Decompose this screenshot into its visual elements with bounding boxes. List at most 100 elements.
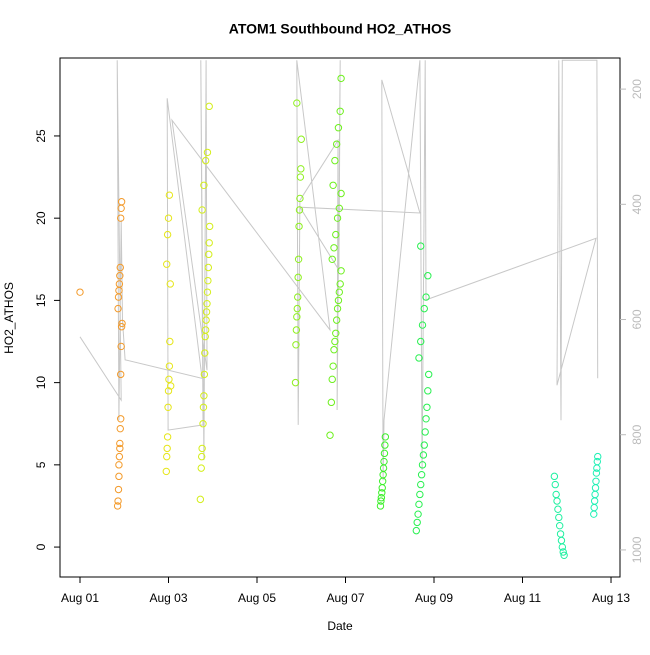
data-point xyxy=(590,497,599,505)
plot-frame xyxy=(59,57,621,578)
data-point xyxy=(291,378,300,387)
data-point xyxy=(337,74,345,83)
data-point xyxy=(421,428,429,436)
data-point xyxy=(591,484,600,492)
data-point xyxy=(76,288,84,296)
data-point xyxy=(554,505,562,513)
data-point xyxy=(205,102,213,111)
data-point xyxy=(204,276,212,285)
data-point xyxy=(329,362,337,370)
profile-line xyxy=(79,59,599,481)
data-point xyxy=(205,222,214,231)
data-point xyxy=(117,214,125,222)
data-point xyxy=(116,439,124,448)
data-point xyxy=(204,263,213,272)
data-point xyxy=(116,263,124,272)
data-point xyxy=(199,403,208,411)
data-point xyxy=(203,288,212,296)
data-point xyxy=(293,304,301,313)
y-tick-label: 0 xyxy=(34,543,48,550)
data-point xyxy=(326,431,334,439)
data-point xyxy=(591,490,599,499)
data-point xyxy=(163,260,171,268)
x-tick-label: Aug 05 xyxy=(238,591,276,605)
y-tick-label: 25 xyxy=(34,129,48,143)
data-point xyxy=(590,503,598,512)
data-point xyxy=(425,370,433,379)
data-point xyxy=(337,189,345,198)
data-point xyxy=(200,370,209,379)
data-point xyxy=(297,165,305,173)
data-point xyxy=(117,370,125,379)
data-point xyxy=(164,214,173,222)
y2-tick-label: 600 xyxy=(630,309,644,329)
data-point xyxy=(550,472,559,481)
data-point xyxy=(593,457,601,466)
data-point xyxy=(294,293,302,301)
data-point xyxy=(330,244,338,252)
data-point xyxy=(336,107,344,115)
x-tick-label: Aug 03 xyxy=(149,591,187,605)
data-point xyxy=(116,424,124,433)
data-point xyxy=(117,323,126,331)
data-point xyxy=(332,140,341,148)
y2-tick-label: 200 xyxy=(630,79,644,99)
data-point xyxy=(327,398,336,407)
data-point xyxy=(295,222,303,231)
data-point xyxy=(116,272,124,280)
data-point xyxy=(200,181,208,189)
data-point xyxy=(412,526,421,535)
data-point xyxy=(198,444,206,453)
data-point xyxy=(557,536,566,545)
data-point xyxy=(197,464,205,472)
y-tick-label: 20 xyxy=(34,211,48,225)
data-point xyxy=(331,337,339,346)
data-point xyxy=(378,489,386,497)
data-point xyxy=(328,375,336,384)
data-point xyxy=(420,304,428,313)
data-point xyxy=(335,204,344,213)
data-point xyxy=(555,521,564,530)
data-point xyxy=(381,433,390,441)
data-point xyxy=(164,403,172,411)
y2-tick-label: 800 xyxy=(630,424,644,444)
data-point xyxy=(166,280,174,288)
data-point xyxy=(553,497,561,505)
data-point xyxy=(424,272,432,280)
data-point xyxy=(592,477,600,485)
data-point xyxy=(202,316,210,324)
data-point xyxy=(337,267,345,275)
data-point xyxy=(200,392,208,400)
data-point xyxy=(414,510,422,518)
data-point xyxy=(296,194,304,203)
data-point xyxy=(116,444,124,453)
data-point xyxy=(590,510,598,518)
data-point xyxy=(415,354,423,362)
data-point xyxy=(199,420,207,428)
data-point xyxy=(592,469,601,477)
data-point xyxy=(422,415,430,423)
data-point xyxy=(376,502,385,510)
data-point xyxy=(115,286,123,295)
data-point xyxy=(294,255,303,263)
data-point xyxy=(417,337,425,346)
data-point xyxy=(380,449,389,458)
data-point xyxy=(201,349,209,357)
data-point xyxy=(197,452,206,461)
data-point xyxy=(556,530,565,538)
data-point xyxy=(296,173,305,181)
data-point xyxy=(201,326,210,334)
x-tick-label: Aug 09 xyxy=(415,591,453,605)
data-point xyxy=(203,148,212,157)
data-point xyxy=(333,304,342,313)
data-point xyxy=(165,375,173,384)
data-point xyxy=(329,181,337,189)
data-point xyxy=(292,341,300,349)
x-tick-label: Aug 11 xyxy=(504,591,541,605)
data-point xyxy=(419,451,428,459)
data-point xyxy=(113,502,122,510)
data-point xyxy=(377,494,386,502)
data-point xyxy=(331,156,339,165)
data-point xyxy=(117,415,125,423)
